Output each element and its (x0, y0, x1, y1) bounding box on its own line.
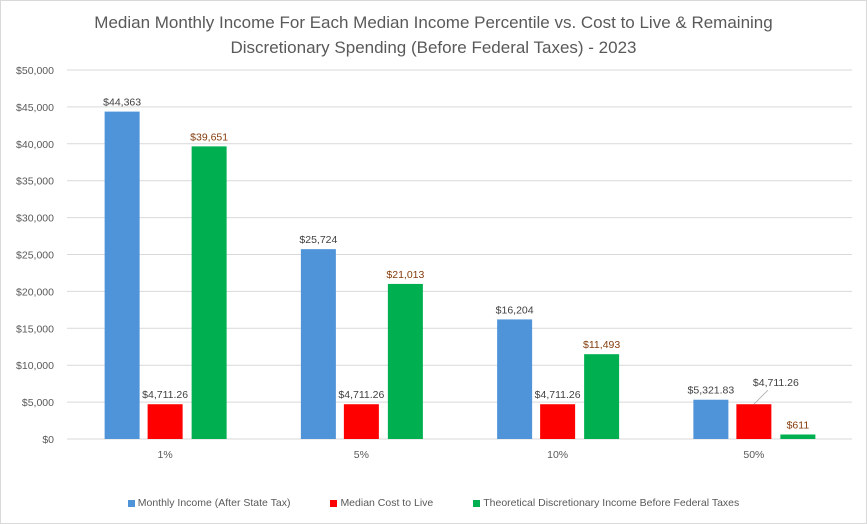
legend-swatch (330, 499, 338, 507)
data-label: $25,724 (299, 234, 337, 246)
y-tick-label: $40,000 (16, 139, 54, 151)
legend-label: Theoretical Discretionary Income Before … (483, 497, 740, 509)
legend-item: Monthly Income (After State Tax) (127, 497, 291, 509)
bar (300, 249, 336, 439)
legend-swatch (127, 499, 135, 507)
y-tick-label: $35,000 (16, 176, 54, 188)
data-label: $16,204 (496, 304, 534, 316)
data-label: $44,363 (103, 97, 141, 109)
bar (343, 404, 379, 439)
bar (387, 283, 423, 439)
bar (104, 111, 140, 439)
data-label: $611 (787, 419, 810, 431)
x-tick-label: 10% (547, 449, 568, 461)
data-label: $4,711.26 (535, 389, 581, 401)
x-tick-label: 1% (158, 449, 173, 461)
y-tick-label: $25,000 (16, 250, 54, 262)
chart-title-line-1: Median Monthly Income For Each Median In… (94, 13, 773, 32)
data-label: $39,651 (190, 131, 228, 143)
legend-swatch (473, 499, 481, 507)
bar (693, 399, 729, 439)
data-label: $4,711.26 (753, 377, 799, 389)
y-tick-label: $0 (42, 434, 54, 446)
x-tick-label: 5% (354, 449, 369, 461)
data-label: $4,711.26 (142, 389, 188, 401)
bar (584, 354, 620, 439)
data-label: $4,711.26 (338, 389, 384, 401)
y-tick-label: $50,000 (16, 65, 54, 77)
bar (736, 404, 772, 439)
legend: Monthly Income (After State Tax) Median C… (0, 497, 867, 509)
data-label: $11,493 (583, 339, 620, 351)
chart-title-line-2: Discretionary Spending (Before Federal T… (230, 38, 637, 57)
y-tick-label: $20,000 (16, 286, 54, 298)
bar (191, 146, 227, 440)
data-label: $21,013 (386, 269, 424, 281)
x-tick-label: 50% (743, 449, 764, 461)
bar (147, 404, 183, 439)
y-tick-label: $5,000 (22, 397, 54, 409)
bar (780, 434, 816, 439)
data-label: $5,321.83 (688, 385, 735, 397)
legend-label: Monthly Income (After State Tax) (137, 497, 291, 509)
y-tick-label: $10,000 (16, 360, 54, 372)
chart-title: Median Monthly Income For Each Median In… (0, 10, 867, 60)
legend-item: Theoretical Discretionary Income Before … (473, 497, 739, 509)
y-tick-label: $30,000 (16, 213, 54, 225)
bar (497, 319, 533, 439)
legend-label: Median Cost to Live (340, 497, 434, 509)
bar (540, 404, 576, 439)
y-tick-label: $15,000 (16, 323, 54, 335)
y-tick-label: $45,000 (16, 102, 54, 114)
leader-line (753, 389, 769, 405)
legend-item: Median Cost to Live (330, 497, 433, 509)
